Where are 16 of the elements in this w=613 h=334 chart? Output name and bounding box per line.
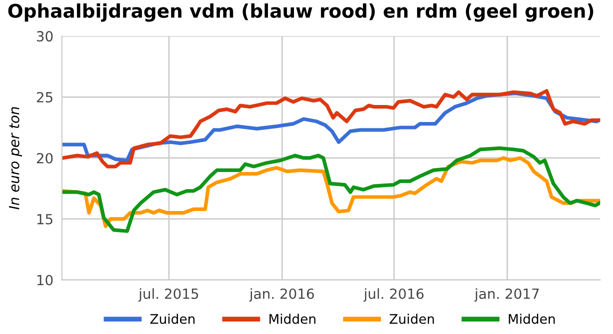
- y-tick-label: 25: [36, 92, 52, 102]
- legend-label: Zuiden: [150, 314, 195, 324]
- chart-title: Ophaalbijdragen vdm (blauw rood) en rdm (geel groen): [8, 3, 594, 22]
- y-axis-title: In euro per ton: [9, 107, 22, 210]
- legend-label: Midden: [508, 314, 555, 324]
- y-tick-label: 30: [36, 31, 53, 42]
- x-tick-label: jul. 2016: [363, 288, 424, 302]
- y-tick-label: 10: [37, 274, 53, 286]
- y-tick-label: 15: [37, 214, 52, 224]
- line-series: [62, 146, 600, 233]
- y-tick-label: 20: [36, 152, 53, 164]
- legend-label: Midden: [270, 314, 316, 324]
- x-tick-label: jul. 2015: [138, 288, 198, 302]
- x-tick-label: jan. 2017: [474, 288, 539, 302]
- x-tick-label: jan. 2016: [249, 288, 314, 302]
- legend-label: Zuiden: [390, 314, 434, 324]
